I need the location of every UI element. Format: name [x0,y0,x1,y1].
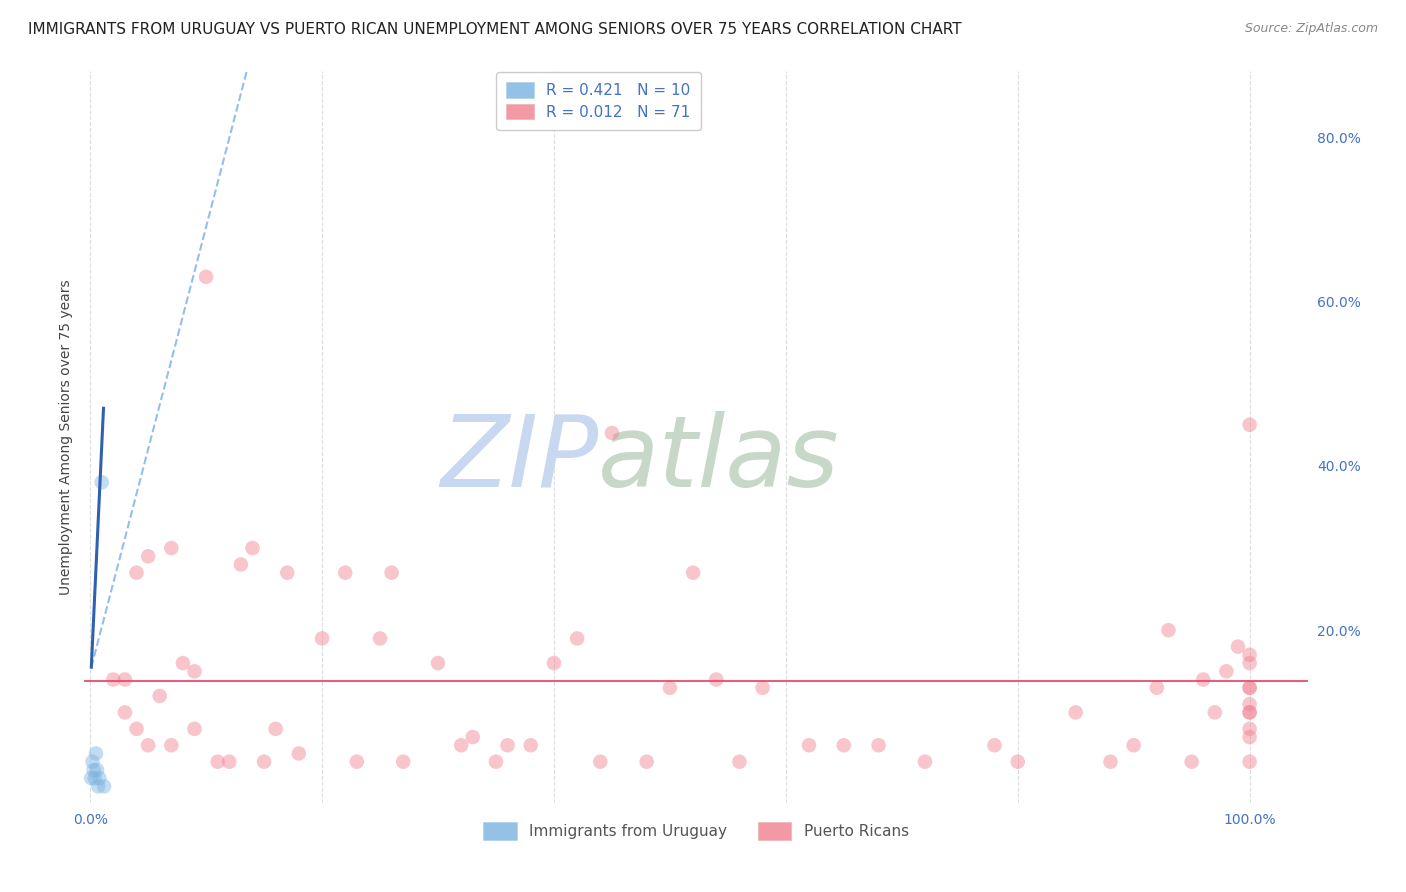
Point [1007,755,1029,769]
Point [704,673,727,687]
Point [1239,681,1261,695]
Point [114,673,136,687]
Point [1064,706,1087,720]
Point [87,780,110,794]
Point [218,755,240,769]
Point [589,755,612,769]
Point [1181,755,1204,769]
Point [751,681,773,695]
Point [381,566,404,580]
Point [1239,755,1261,769]
Point [242,541,264,555]
Point [183,722,205,736]
Point [1239,706,1261,720]
Point [914,755,936,769]
Point [519,739,541,753]
Point [728,755,751,769]
Point [136,739,159,753]
Text: ZIP: ZIP [440,410,598,508]
Point [1239,656,1261,670]
Point [1239,697,1261,711]
Point [253,755,276,769]
Point [1204,706,1226,720]
Text: Source: ZipAtlas.com: Source: ZipAtlas.com [1244,22,1378,36]
Point [543,656,565,670]
Point [1227,640,1250,654]
Point [83,763,105,777]
Point [83,771,105,785]
Legend: Immigrants from Uruguay, Puerto Ricans: Immigrants from Uruguay, Puerto Ricans [477,815,915,847]
Point [125,722,148,736]
Point [276,566,298,580]
Point [1239,706,1261,720]
Point [86,763,108,777]
Point [682,566,704,580]
Point [1239,648,1261,662]
Point [1239,417,1261,432]
Point [311,632,333,646]
Point [1099,755,1122,769]
Point [114,706,136,720]
Point [172,656,194,670]
Point [1239,722,1261,736]
Point [288,747,311,761]
Point [125,566,148,580]
Point [195,269,218,284]
Point [103,673,125,687]
Point [427,656,450,670]
Point [84,747,107,761]
Y-axis label: Unemployment Among Seniors over 75 years: Unemployment Among Seniors over 75 years [59,279,73,595]
Point [868,739,890,753]
Text: atlas: atlas [598,410,839,508]
Point [392,755,415,769]
Point [229,558,252,572]
Text: IMMIGRANTS FROM URUGUAY VS PUERTO RICAN UNEMPLOYMENT AMONG SENIORS OVER 75 YEARS: IMMIGRANTS FROM URUGUAY VS PUERTO RICAN … [28,22,962,37]
Point [207,755,229,769]
Point [636,755,658,769]
Point [160,739,183,753]
Point [797,739,820,753]
Point [335,566,357,580]
Point [90,475,112,490]
Point [346,755,368,769]
Point [1146,681,1168,695]
Point [149,689,172,703]
Point [565,632,588,646]
Point [600,425,623,440]
Point [496,739,519,753]
Point [264,722,287,736]
Point [832,739,855,753]
Point [80,771,103,785]
Point [183,665,205,679]
Point [1157,624,1180,638]
Point [368,632,391,646]
Point [1239,681,1261,695]
Point [160,541,183,555]
Point [1239,730,1261,744]
Point [461,730,484,744]
Point [485,755,508,769]
Point [983,739,1005,753]
Point [89,771,111,785]
Point [1122,739,1144,753]
Point [93,780,115,794]
Point [136,549,159,564]
Point [1215,665,1237,679]
Point [658,681,681,695]
Point [82,755,104,769]
Point [450,739,472,753]
Point [1192,673,1215,687]
